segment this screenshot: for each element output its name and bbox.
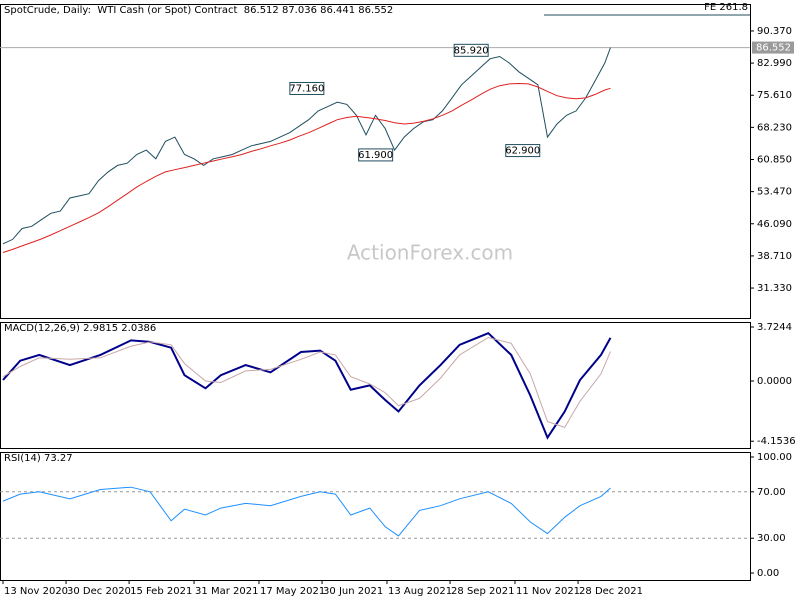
y-tick-label: 82.990 bbox=[757, 58, 792, 69]
panel-title: MACD(12,26,9) 2.9815 2.0386 bbox=[4, 323, 156, 334]
x-tick-label: 13 Nov 2020 bbox=[4, 586, 68, 597]
watermark: ActionForex.com bbox=[347, 241, 513, 265]
y-tick-label: -4.1536 bbox=[757, 436, 796, 447]
series-line bbox=[2, 336, 611, 429]
x-tick-label: 28 Dec 2021 bbox=[579, 586, 643, 597]
series-line bbox=[2, 82, 611, 253]
series-line bbox=[2, 486, 611, 537]
annotation-label: 77.160 bbox=[289, 83, 324, 94]
fe-label: FE 261.8 bbox=[704, 2, 748, 13]
annotation-label: 61.900 bbox=[358, 150, 393, 161]
series-line bbox=[2, 47, 611, 245]
annotation-box bbox=[453, 43, 489, 57]
series-line bbox=[2, 332, 612, 440]
y-tick-label: 0.00 bbox=[757, 568, 779, 579]
x-tick-label: 11 Nov 2021 bbox=[516, 586, 580, 597]
annotation-box bbox=[289, 81, 325, 95]
y-tick-label: 38.710 bbox=[757, 251, 792, 262]
last-price-label: 86.552 bbox=[756, 43, 791, 54]
annotation-label: 62.900 bbox=[505, 146, 540, 157]
x-tick-label: 30 Jun 2021 bbox=[323, 586, 383, 597]
annotation-box bbox=[358, 148, 394, 162]
y-tick-label: 53.470 bbox=[757, 187, 792, 198]
annotation-box bbox=[505, 144, 541, 158]
x-tick-label: 30 Dec 2020 bbox=[67, 586, 131, 597]
x-tick-label: 17 May 2021 bbox=[260, 586, 325, 597]
y-tick-label: 90.370 bbox=[757, 26, 792, 37]
panel-frame bbox=[0, 452, 751, 581]
x-tick-label: 28 Sep 2021 bbox=[451, 586, 514, 597]
last-price-box bbox=[752, 41, 794, 54]
panel-title: SpotCrude, Daily: WTI Cash (or Spot) Con… bbox=[4, 5, 393, 16]
y-tick-label: 60.850 bbox=[757, 154, 792, 165]
panel-title: RSI(14) 73.27 bbox=[4, 453, 73, 464]
y-tick-label: 46.090 bbox=[757, 219, 792, 230]
annotation-label: 85.920 bbox=[454, 45, 489, 56]
y-tick-label: 68.230 bbox=[757, 122, 792, 133]
y-tick-label: 100.00 bbox=[757, 452, 792, 463]
y-tick-label: 31.330 bbox=[757, 283, 792, 294]
x-tick-label: 15 Feb 2021 bbox=[130, 586, 192, 597]
y-tick-label: 30.00 bbox=[757, 533, 786, 544]
y-tick-label: 70.00 bbox=[757, 487, 786, 498]
y-tick-label: 75.610 bbox=[757, 90, 792, 101]
panel-frame bbox=[0, 322, 751, 449]
y-tick-label: 3.7244 bbox=[757, 322, 792, 333]
y-tick-label: 0.0000 bbox=[757, 376, 792, 387]
x-tick-label: 31 Mar 2021 bbox=[195, 586, 258, 597]
x-tick-label: 13 Aug 2021 bbox=[388, 586, 452, 597]
panel-frame bbox=[0, 4, 751, 319]
